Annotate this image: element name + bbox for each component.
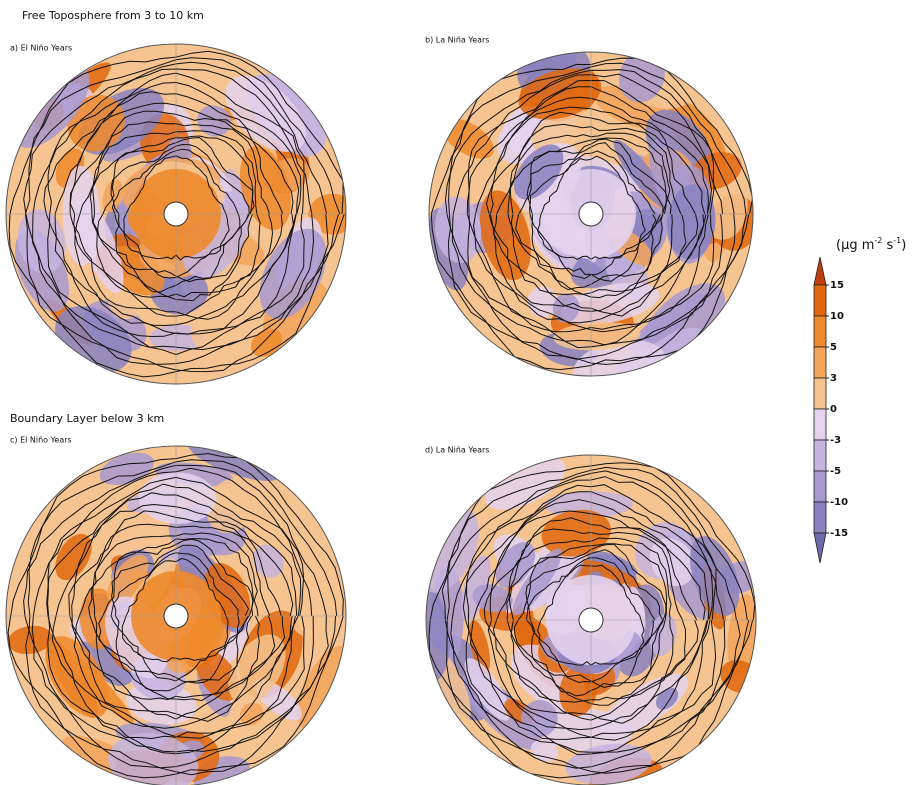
colorbar-tick-label: -15 [830, 528, 848, 539]
colorbar-bin [814, 409, 826, 440]
colorbar-cap [814, 257, 826, 285]
colorbar-tick-label: 15 [830, 280, 844, 291]
section-title: Boundary Layer below 3 km [10, 412, 164, 425]
colorbar-tick-label: 0 [830, 404, 837, 415]
colorbar-bin [814, 440, 826, 471]
unit-exp: -1 [893, 236, 901, 245]
colorbar: 15 10 5 3 0 -3 -5 -10 -15 [814, 257, 848, 563]
panel-label: d) La Niña Years [425, 446, 489, 455]
pole-hole [579, 608, 603, 632]
section-title: Free Toposphere from 3 to 10 km [22, 9, 204, 22]
colorbar-bin [814, 502, 826, 533]
colorbar-bin [814, 316, 826, 347]
colorbar-unit: (μg m-2 s-1) [836, 236, 906, 253]
colorbar-tick-label: -3 [830, 435, 841, 446]
colorbar-tick-label: 3 [830, 373, 837, 384]
unit-part: ) [901, 238, 906, 253]
unit-part: (μg m [836, 238, 874, 253]
pole-hole [164, 604, 188, 628]
colorbar-tick-label: 5 [830, 342, 837, 353]
colorbar-bin [814, 285, 826, 316]
colorbar-bin [814, 471, 826, 502]
colorbar-tick-label: 10 [830, 311, 844, 322]
pole-hole [579, 202, 603, 226]
panel-label: a) El Niño Years [10, 44, 72, 53]
pole-hole [164, 202, 188, 226]
colorbar-tick-label: -10 [830, 497, 848, 508]
unit-exp: -2 [874, 236, 882, 245]
colorbar-tick-label: -5 [830, 466, 841, 477]
unit-part: s [882, 238, 893, 253]
maps [1, 27, 766, 785]
colorbar-bin [814, 347, 826, 378]
panel-label: c) El Niño Years [10, 436, 72, 445]
figure: Free Toposphere from 3 to 10 km a) El Ni… [0, 0, 914, 785]
panel-label: b) La Niña Years [425, 36, 489, 45]
colorbar-cap [814, 533, 826, 563]
colorbar-bin [814, 378, 826, 409]
